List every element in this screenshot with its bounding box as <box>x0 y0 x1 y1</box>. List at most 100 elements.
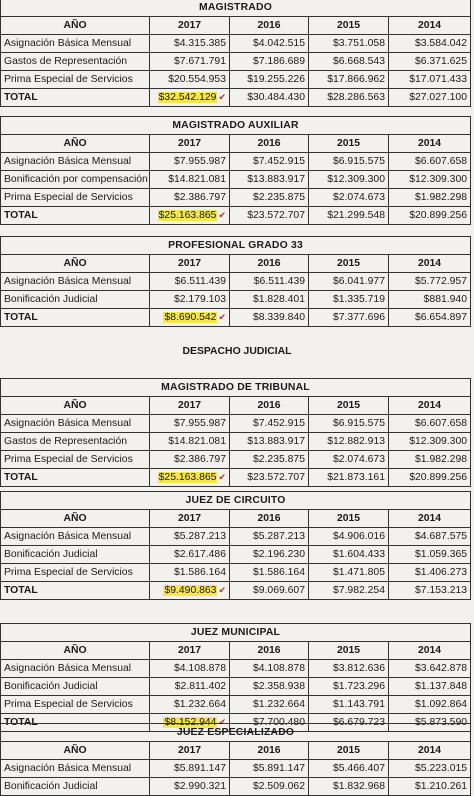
amount-cell: $1.982.298 <box>387 450 472 469</box>
year-column-header: 2016 <box>229 741 309 760</box>
total-row: TOTAL $8.690.542 ✔ $8.339.840 $7.377.696 $6.6… <box>0 308 471 327</box>
year-column-header: 2015 <box>308 641 389 660</box>
amount-cell: $1.828.401 <box>229 290 309 309</box>
amount-cell: $5.891.147 <box>229 759 309 778</box>
total-row: TOTAL $25.163.865 ✔ $23.572.707 $21.299.548 $… <box>0 206 472 225</box>
table-row: Asignación Básica Mensual $4.108.878 $4.10… <box>0 659 472 678</box>
amount-cell: $1.232.664 <box>229 695 309 714</box>
table-header-row: AÑO 2017 2016 2015 2014 <box>0 641 472 660</box>
year-column-header: 2014 <box>388 254 471 273</box>
total-amount-cell: $20.899.256 <box>387 468 472 487</box>
table-header-row: AÑO 2017 2016 2015 2014 <box>0 16 471 35</box>
year-column-header: 2017 <box>149 741 230 760</box>
amount-cell: $1.982.298 <box>387 188 472 207</box>
row-label: Asignación Básica Mensual <box>0 152 150 171</box>
table-title-row: MAGISTRADO AUXILIAR <box>0 116 472 135</box>
checkmark-icon: ✔ <box>218 717 226 727</box>
total-amount-cell: $23.572.707 <box>229 206 309 225</box>
year-column-header: 2015 <box>308 254 389 273</box>
amount-cell: $13.883.917 <box>229 432 309 451</box>
juez-municipal-table: JUEZ MUNICIPAL AÑO 2017 2016 2015 2014 Asignac… <box>0 623 472 732</box>
checkmark-icon: ✔ <box>218 472 226 482</box>
amount-cell: $3.642.878 <box>387 659 472 678</box>
amount-cell: $1.232.664 <box>149 695 230 714</box>
checkmark-icon: ✔ <box>218 210 226 220</box>
table-title-row: JUEZ ESPECIALIZADO <box>0 723 472 742</box>
row-label: Prima Especial de Servicios <box>0 450 150 469</box>
amount-cell: $12.882.913 <box>308 432 389 451</box>
year-column-header-label: AÑO <box>0 16 150 35</box>
year-column-header: 2016 <box>229 134 309 153</box>
year-column-header-label: AÑO <box>0 509 150 528</box>
amount-cell: $2.179.103 <box>149 290 230 309</box>
amount-cell: $12.309.300 <box>387 170 472 189</box>
year-column-header: 2015 <box>308 16 389 35</box>
amount-cell: $1.723.296 <box>308 677 389 696</box>
table-title: JUEZ ESPECIALIZADO <box>0 723 472 742</box>
total-label: TOTAL <box>0 308 150 327</box>
table-title-row: JUEZ MUNICIPAL <box>0 623 472 642</box>
table-header-row: AÑO 2017 2016 2015 2014 <box>0 134 472 153</box>
table-title-row: PROFESIONAL GRADO 33 <box>0 236 471 255</box>
amount-cell: $7.955.987 <box>149 414 230 433</box>
year-column-header-label: AÑO <box>0 134 150 153</box>
table-title: JUEZ DE CIRCUITO <box>0 491 472 510</box>
amount-cell: $4.315.385 <box>149 34 230 53</box>
table-row: Bonificación por compensación $14.821.081… <box>0 170 472 189</box>
amount-cell: $4.108.878 <box>229 659 309 678</box>
table-title: MAGISTRADO DE TRIBUNAL <box>0 378 472 397</box>
row-label: Bonificación Judicial <box>0 545 150 564</box>
amount-cell: $7.452.915 <box>229 152 309 171</box>
table-row: Prima Especial de Servicios $1.586.164 $1.… <box>0 563 472 582</box>
amount-cell: $2.811.402 <box>149 677 230 696</box>
table-title: JUEZ MUNICIPAL <box>0 623 472 642</box>
table-row: Asignación Básica Mensual $6.511.439 $6.51… <box>0 272 471 291</box>
amount-cell: $20.554.953 <box>149 70 230 89</box>
table-row: Prima Especial de Servicios $20.554.953 $1… <box>0 70 471 89</box>
table-header-row: AÑO 2017 2016 2015 2014 <box>0 254 471 273</box>
amount-cell: $2.074.673 <box>308 450 389 469</box>
amount-cell: $19.255.226 <box>229 70 309 89</box>
amount-cell: $6.041.977 <box>308 272 389 291</box>
year-column-header: 2014 <box>387 134 472 153</box>
checkmark-icon: ✔ <box>218 312 226 322</box>
year-column-header: 2017 <box>149 16 230 35</box>
total-label: TOTAL <box>0 206 150 225</box>
year-column-header: 2016 <box>229 641 309 660</box>
highlighted-total: $8.152.944 <box>163 717 218 728</box>
row-label: Bonificación por compensación <box>0 170 150 189</box>
year-column-header-label: AÑO <box>0 396 150 415</box>
amount-cell: $5.891.147 <box>149 759 230 778</box>
year-column-header-label: AÑO <box>0 254 150 273</box>
amount-cell: $2.509.062 <box>229 777 309 796</box>
table-row: Prima Especial de Servicios $1.232.664 $1.… <box>0 695 472 714</box>
amount-cell: $5.466.407 <box>308 759 389 778</box>
amount-cell: $1.137.848 <box>387 677 472 696</box>
year-column-header: 2015 <box>308 396 389 415</box>
table-row: Bonificación Judicial $2.179.103 $1.828.40… <box>0 290 471 309</box>
row-label: Prima Especial de Servicios <box>0 563 150 582</box>
amount-cell: $881.940 <box>388 290 471 309</box>
amount-cell: $2.386.797 <box>149 450 230 469</box>
amount-cell: $12.309.300 <box>308 170 389 189</box>
row-label: Asignación Básica Mensual <box>0 272 150 291</box>
amount-cell: $7.671.791 <box>149 52 230 71</box>
year-column-header: 2017 <box>149 254 230 273</box>
table-row: Prima Especial de Servicios $2.386.797 $2.… <box>0 450 472 469</box>
table-row: Asignación Básica Mensual $4.315.385 $4.04… <box>0 34 471 53</box>
year-column-header: 2017 <box>149 134 230 153</box>
row-label: Asignación Básica Mensual <box>0 759 150 778</box>
total-amount-cell: $23.572.707 <box>229 468 309 487</box>
total-amount-cell: $7.982.254 <box>308 581 389 600</box>
profesional-grado-33-table: PROFESIONAL GRADO 33 AÑO 2017 2016 2015 2014 A… <box>0 236 471 327</box>
total-label: TOTAL <box>0 581 150 600</box>
amount-cell: $5.287.213 <box>229 527 309 546</box>
total-label: TOTAL <box>0 468 150 487</box>
amount-cell: $7.452.915 <box>229 414 309 433</box>
row-label: Prima Especial de Servicios <box>0 695 150 714</box>
highlighted-total: $32.542.129 <box>157 92 218 103</box>
juez-circuito-table: JUEZ DE CIRCUITO AÑO 2017 2016 2015 2014 Asign… <box>0 491 472 600</box>
amount-cell: $14.821.081 <box>149 432 230 451</box>
amount-cell: $3.584.042 <box>388 34 471 53</box>
total-2017-cell: $25.163.865 ✔ <box>149 468 230 487</box>
